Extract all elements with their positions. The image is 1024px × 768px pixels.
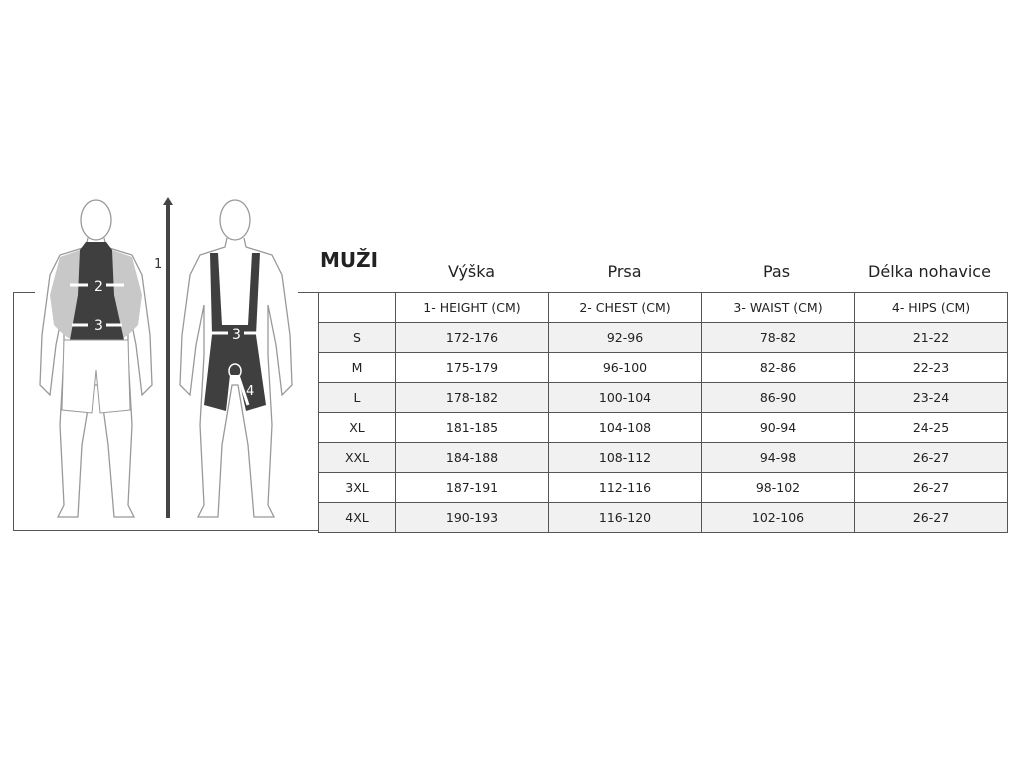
value-cell: 175-179 [395, 352, 549, 383]
waist-label: 3 [94, 318, 103, 334]
chest-label: 2 [94, 279, 103, 295]
value-cell: 108-112 [548, 442, 702, 473]
size-cell: 3XL [318, 472, 396, 503]
table-row: L 178-182 100-104 86-90 23-24 [318, 382, 1008, 413]
header-cell: 3- WAIST (CM) [701, 292, 855, 323]
value-cell: 116-120 [548, 502, 702, 533]
value-cell: 112-116 [548, 472, 702, 503]
shorts [61, 339, 131, 414]
value-cell: 100-104 [548, 382, 702, 413]
header-cell: 1- HEIGHT (CM) [395, 292, 549, 323]
height-label: 1 [154, 257, 162, 272]
frame-tick [298, 292, 318, 293]
value-cell: 104-108 [548, 412, 702, 443]
value-cell: 21-22 [854, 322, 1008, 353]
value-cell: 102-106 [701, 502, 855, 533]
back-figure [179, 199, 293, 518]
value-cell: 86-90 [701, 382, 855, 413]
czech-header-waist: Pas [762, 262, 791, 281]
jersey [70, 242, 124, 340]
size-cell: XL [318, 412, 396, 443]
value-cell: 22-23 [854, 352, 1008, 383]
page-title: MUŽI [320, 248, 379, 272]
value-cell: 90-94 [701, 412, 855, 443]
front-figure [39, 199, 153, 518]
value-cell: 94-98 [701, 442, 855, 473]
value-cell: 184-188 [395, 442, 549, 473]
value-cell: 92-96 [548, 322, 702, 353]
size-cell: XXL [318, 442, 396, 473]
table-row: 4XL 190-193 116-120 102-106 26-27 [318, 502, 1008, 533]
size-cell: M [318, 352, 396, 383]
body-measurement-figures: 2 3 1 3 4 [39, 197, 293, 518]
value-cell: 23-24 [854, 382, 1008, 413]
size-table: 1- HEIGHT (CM) 2- CHEST (CM) 3- WAIST (C… [318, 292, 1008, 533]
frame-left-line [13, 292, 14, 530]
value-cell: 190-193 [395, 502, 549, 533]
table-row: M 175-179 96-100 82-86 22-23 [318, 352, 1008, 383]
header-cell [318, 292, 396, 323]
value-cell: 187-191 [395, 472, 549, 503]
waist-back-label: 3 [232, 327, 241, 343]
chest-arrow [70, 283, 124, 327]
value-cell: 82-86 [701, 352, 855, 383]
value-cell: 178-182 [395, 382, 549, 413]
value-cell: 24-25 [854, 412, 1008, 443]
size-cell: S [318, 322, 396, 353]
header-cell: 2- CHEST (CM) [548, 292, 702, 323]
value-cell: 98-102 [701, 472, 855, 503]
value-cell: 181-185 [395, 412, 549, 443]
bib-shorts [204, 253, 266, 411]
inseam-marker [228, 363, 242, 379]
table-header-row: 1- HEIGHT (CM) 2- CHEST (CM) 3- WAIST (C… [318, 292, 1008, 323]
table-row: 3XL 187-191 112-116 98-102 26-27 [318, 472, 1008, 503]
value-cell: 78-82 [701, 322, 855, 353]
frame-tick [13, 292, 35, 293]
czech-header-chest: Prsa [607, 262, 642, 281]
size-cell: L [318, 382, 396, 413]
value-cell: 26-27 [854, 502, 1008, 533]
table-row: S 172-176 92-96 78-82 21-22 [318, 322, 1008, 353]
value-cell: 26-27 [854, 472, 1008, 503]
header-cell: 4- HIPS (CM) [854, 292, 1008, 323]
czech-header-inseam: Délka nohavice [868, 262, 991, 281]
size-cell: 4XL [318, 502, 396, 533]
value-cell: 172-176 [395, 322, 549, 353]
inseam-label: 4 [246, 384, 254, 399]
czech-header-height: Výška [447, 262, 496, 281]
value-cell: 96-100 [548, 352, 702, 383]
waist-back-arrow [210, 331, 262, 406]
table-row: XL 181-185 104-108 90-94 24-25 [318, 412, 1008, 443]
height-arrowhead [163, 197, 173, 205]
table-row: XXL 184-188 108-112 94-98 26-27 [318, 442, 1008, 473]
value-cell: 26-27 [854, 442, 1008, 473]
left-sleeve [50, 250, 80, 345]
